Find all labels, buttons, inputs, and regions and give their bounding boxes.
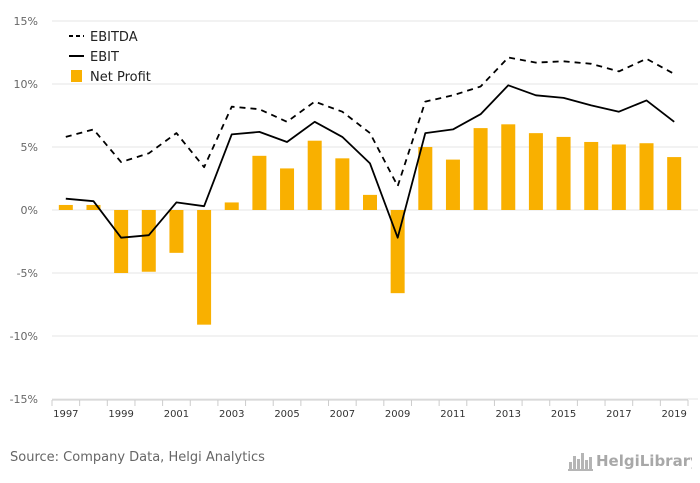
net-profit-bar: [639, 143, 654, 210]
net-profit-bar: [280, 168, 295, 210]
net-profit-bar: [307, 140, 322, 210]
helgi-library-logo: HelgiLibrary: [568, 452, 692, 471]
net-profit-bars: [58, 124, 682, 325]
net-profit-bar: [224, 202, 239, 210]
ebit-line: [65, 84, 675, 239]
x-tick-label: 2013: [496, 409, 521, 420]
legend: EBITDA EBIT Net Profit: [69, 30, 151, 85]
y-tick-label: 10%: [14, 78, 38, 91]
net-profit-bar: [114, 210, 129, 273]
net-profit-bar: [58, 204, 73, 210]
y-axis-tick-labels: 15% 10% 5% 0% -5% -10% -15%: [10, 15, 38, 406]
y-tick-label: -15%: [10, 393, 38, 406]
net-profit-bar: [197, 210, 212, 325]
x-tick-label: 2001: [164, 409, 189, 420]
x-tick-label: 2015: [551, 409, 576, 420]
net-profit-bar: [667, 157, 682, 210]
x-tick-label: 2011: [440, 409, 465, 420]
x-tick-label: 2019: [661, 409, 686, 420]
x-tick-label: 2005: [274, 409, 299, 420]
x-tick-label: 2017: [606, 409, 631, 420]
net-profit-bar: [363, 194, 377, 210]
legend-label-ebit: EBIT: [90, 50, 119, 65]
x-tick-label: 1999: [108, 409, 133, 420]
net-profit-bar: [169, 210, 184, 253]
legend-label-net-profit: Net Profit: [90, 70, 151, 85]
net-profit-bar: [390, 210, 405, 294]
net-profit-bar: [86, 204, 101, 210]
net-profit-bar: [445, 159, 460, 210]
legend-swatch-net-profit: [71, 70, 82, 82]
combo-chart: 15% 10% 5% 0% -5% -10% -15% 1997 1999 2001 2003 20…: [10, 15, 698, 420]
x-tick-label: 2009: [385, 409, 410, 420]
x-tick-label: 1997: [53, 409, 78, 420]
lines: [65, 56, 675, 239]
net-profit-bar: [501, 124, 516, 210]
ebitda-line: [65, 56, 675, 188]
brand-wordmark: HelgiLibrary: [596, 452, 692, 470]
y-tick-label: 0%: [21, 204, 38, 217]
source-note: Source: Company Data, Helgi Analytics: [10, 450, 265, 465]
city-skyline-icon: [568, 453, 593, 471]
net-profit-bar: [473, 128, 488, 210]
x-axis: 1997 1999 2001 2003 2005 2007 2009 2011 2013 2015…: [51, 399, 689, 420]
net-profit-bar: [141, 210, 156, 272]
net-profit-bar: [418, 147, 433, 210]
legend-label-ebitda: EBITDA: [90, 30, 138, 45]
y-tick-label: -10%: [10, 330, 38, 343]
net-profit-bar: [556, 136, 571, 210]
net-profit-bar: [335, 158, 350, 210]
y-tick-label: 5%: [21, 141, 38, 154]
net-profit-bar: [252, 155, 267, 210]
y-tick-label: -5%: [17, 267, 38, 280]
gridlines: [52, 20, 698, 400]
x-tick-label: 2003: [219, 409, 244, 420]
net-profit-bar: [584, 141, 599, 210]
x-tick-label: 2007: [330, 409, 355, 420]
net-profit-bar: [528, 133, 543, 210]
net-profit-bar: [611, 144, 626, 210]
y-tick-label: 15%: [14, 15, 38, 28]
